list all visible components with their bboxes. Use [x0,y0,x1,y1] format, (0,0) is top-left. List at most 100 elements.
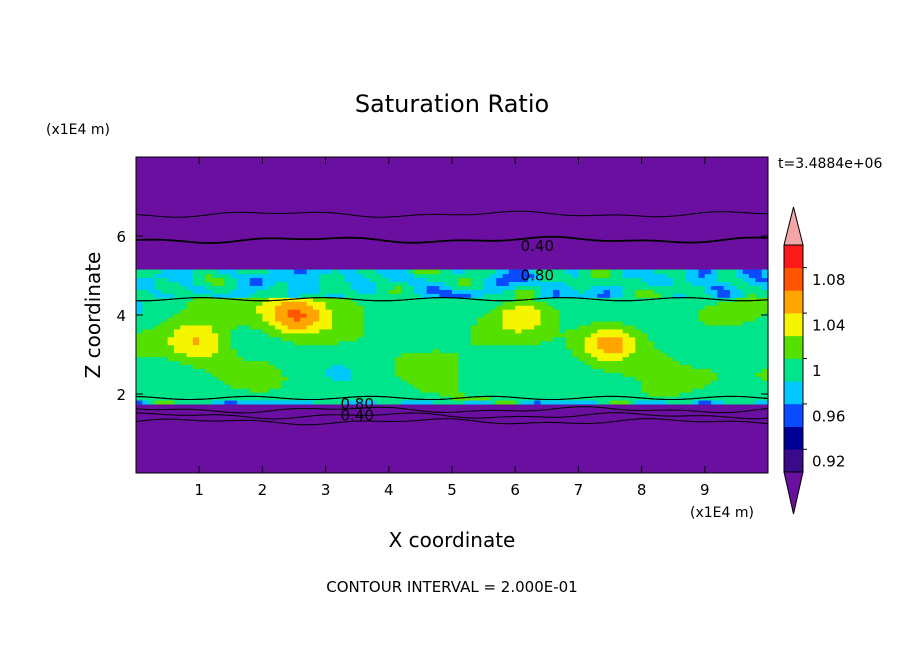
heatmap-cell [610,399,617,405]
heatmap-cell [325,324,333,330]
heatmap-cell [502,293,510,298]
heatmap-cell [483,376,491,381]
heatmap-cell [698,352,706,358]
heatmap-cell [742,293,750,298]
heatmap-cell [439,348,447,354]
heatmap-cell [350,392,358,397]
heatmap-cell [635,328,643,334]
heatmap-cell [306,309,314,314]
heatmap-cell [275,376,282,381]
heatmap-cell [761,285,769,290]
heatmap-cell [647,324,655,330]
heatmap-cell [458,301,466,306]
heatmap-cell [363,281,371,286]
heatmap-cell [723,392,731,397]
heatmap-cell [610,388,617,393]
heatmap-cell [641,356,649,362]
heatmap-cell [211,285,219,290]
heatmap-cell [489,395,497,401]
heatmap-cell [641,360,649,365]
heatmap-cell [154,281,162,286]
heatmap-cell [294,293,301,298]
heatmap-cell [559,395,567,401]
heatmap-cell [673,277,681,283]
heatmap-cell [610,364,617,369]
heatmap-cell [243,269,251,275]
heatmap-cell [281,320,289,326]
heatmap-cell [685,324,693,330]
heatmap-cell [635,309,643,314]
heatmap-cell [420,384,428,389]
heatmap-cell [742,364,750,369]
heatmap-cell [641,364,649,369]
heatmap-cell [331,356,339,362]
heatmap-cell [439,320,447,326]
heatmap-cell [312,293,320,298]
heatmap-cell [407,313,415,318]
heatmap-cell [426,360,434,365]
heatmap-cell [439,309,447,314]
heatmap-cell [591,269,598,275]
heatmap-cell [344,368,352,373]
heatmap-cell [742,360,750,365]
heatmap-cell [654,332,662,338]
heatmap-cell [730,372,737,377]
heatmap-cell [173,380,181,385]
heatmap-cell [186,364,194,369]
heatmap-cell [281,269,289,275]
heatmap-cell [755,364,763,369]
heatmap-cell [173,313,181,318]
heatmap-cell [376,340,384,346]
heatmap-cell [420,392,428,397]
heatmap-cell [527,348,535,354]
heatmap-cell [483,356,491,362]
heatmap-cell [256,376,263,381]
heatmap-cell [452,305,459,310]
heatmap-cell [464,384,472,389]
heatmap-cell [136,336,143,342]
heatmap-cell [439,395,447,401]
heatmap-cell [508,289,516,294]
heatmap-cell [578,352,586,358]
heatmap-cell [508,285,516,290]
heatmap-cell [331,309,339,314]
heatmap-cell [452,332,459,338]
heatmap-cell [704,336,712,342]
heatmap-cell [161,360,169,365]
heatmap-cell [572,281,579,286]
heatmap-cell [249,309,257,314]
heatmap-cell [180,348,188,354]
heatmap-cell [344,388,352,393]
heatmap-cell [439,301,447,306]
heatmap-cell [647,328,655,334]
heatmap-cell [395,281,403,286]
heatmap-cell [287,356,295,362]
heatmap-cell [167,301,175,306]
heatmap-cell [294,277,301,283]
heatmap-cell [414,309,421,314]
heatmap-cell [736,328,744,334]
heatmap-cell [736,336,744,342]
heatmap-cell [742,356,750,362]
heatmap-cell [591,281,598,286]
heatmap-cell [256,336,263,342]
heatmap-cell [546,269,554,275]
heatmap-cell [546,281,554,286]
heatmap-cell [692,293,700,298]
heatmap-cell [275,285,282,290]
heatmap-cell [685,320,693,326]
heatmap-cell [154,297,162,302]
heatmap-cell [527,316,535,322]
heatmap-cell [262,289,270,294]
heatmap-cell [628,336,636,342]
heatmap-cell [572,277,579,283]
heatmap-cell [489,297,497,302]
heatmap-cell [736,289,744,294]
heatmap-cell [692,356,700,362]
heatmap-cell [736,305,744,310]
heatmap-cell [622,313,630,318]
heatmap-cell [584,336,592,342]
heatmap-cell [395,269,403,275]
heatmap-cell [597,392,605,397]
heatmap-cell [205,301,213,306]
